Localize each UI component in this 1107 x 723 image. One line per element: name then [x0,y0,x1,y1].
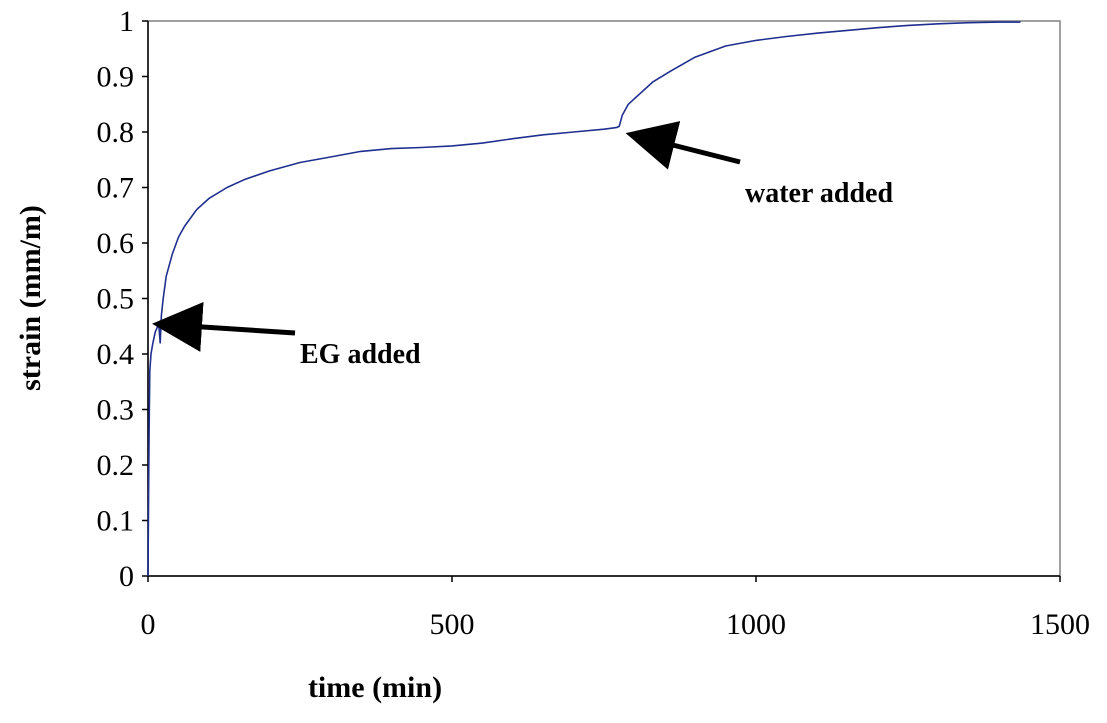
y-tick-label: 0.3 [97,394,135,427]
annotation-arrow [625,121,741,170]
y-tick-label: 0.2 [97,449,135,482]
y-tick-label: 0.4 [97,338,135,371]
annotation-label: EG added [300,339,421,370]
y-tick-label: 0.9 [97,61,135,94]
plot-frame [147,20,1061,577]
annotation-label: water added [745,178,893,209]
y-axis-title: strain (mm/m) [14,205,47,391]
y-tick-label: 1 [119,5,134,38]
y-tick-label: 0.5 [97,283,135,316]
strain-series-line [147,21,1021,577]
y-tick-label: 0 [119,560,134,593]
y-tick-label: 0.6 [97,227,135,260]
annotation-arrow [152,301,296,352]
y-tick-label: 0.7 [97,172,135,205]
annotations: EG added water added [152,121,893,370]
y-tick-label: 0.8 [97,116,135,149]
x-axis-title: time (min) [308,671,442,704]
x-tick-label: 500 [430,608,475,641]
x-tick-label: 1000 [726,608,786,641]
x-tick-label: 1500 [1030,608,1090,641]
x-tick-label: 0 [141,608,156,641]
axis-ticks: 0 0.1 0.2 0.3 0.4 0.5 0.6 0.7 0.8 0.9 1 0 500 1000 150… [97,5,1091,641]
y-tick-label: 0.1 [97,505,135,538]
plot-area: 0 0.1 0.2 0.3 0.4 0.5 0.6 0.7 0.8 0.9 1 0 500 1000 150… [97,5,1091,641]
